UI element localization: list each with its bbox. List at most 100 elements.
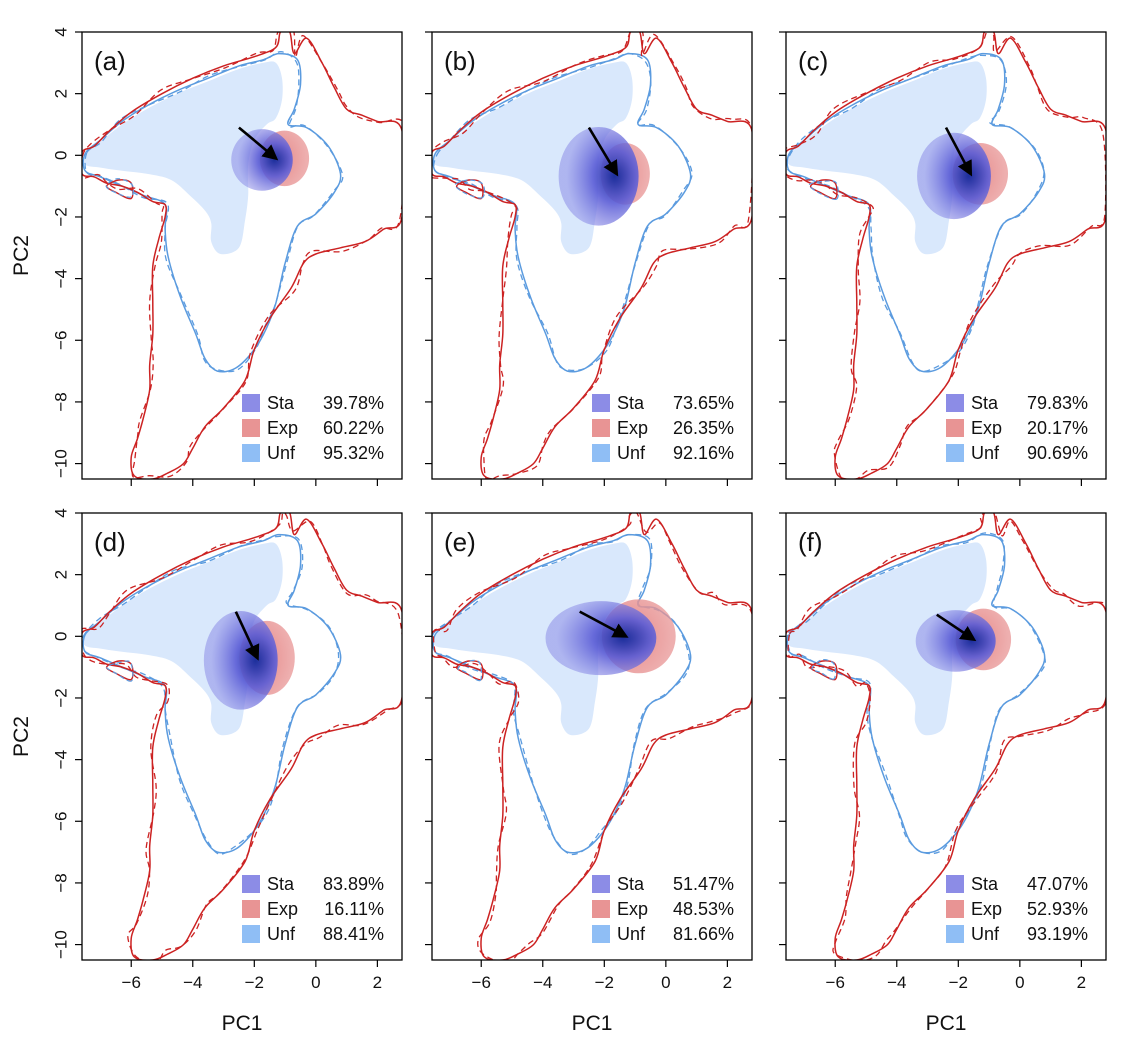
legend: Sta 79.83% Exp 20.17% Unf 90.69%	[946, 393, 1088, 463]
x-tick-label: −4	[533, 973, 552, 992]
panel-label: (e)	[444, 527, 476, 557]
legend-swatch-unf	[242, 925, 260, 943]
panel-frame	[431, 31, 753, 480]
unf-density-fill	[787, 542, 987, 736]
legend-value: 83.89%	[323, 874, 384, 894]
unf-contour-dashed	[433, 52, 693, 372]
outer-contour-dashed	[786, 32, 1106, 479]
x-axis-title: PC1	[572, 1012, 613, 1035]
legend-swatch-sta	[242, 394, 260, 412]
legend-value: 81.66%	[673, 924, 734, 944]
legend-value: 73.65%	[673, 393, 734, 413]
legend-swatch-sta	[242, 875, 260, 893]
legend-value: 39.78%	[323, 393, 384, 413]
y-tick-label: 4	[51, 27, 70, 36]
legend-swatch-exp	[946, 900, 964, 918]
panel-label: (c)	[798, 46, 828, 76]
legend-name: Sta	[267, 874, 295, 894]
legend-name: Sta	[617, 874, 645, 894]
y-tick-label: −4	[51, 750, 70, 769]
legend-name: Unf	[617, 924, 646, 944]
panel-e: −6 −4 −2 0 2 PC1 (e) Sta 51.47% Exp 48.53% Unf 81.66…	[425, 512, 753, 1035]
x-tick-label: 2	[373, 973, 382, 992]
legend-value: 92.16%	[673, 443, 734, 463]
legend-value: 51.47%	[673, 874, 734, 894]
unf-density-fill	[433, 542, 633, 736]
left-loop-contour	[809, 179, 838, 200]
x-tick-label: −6	[472, 973, 491, 992]
shift-arrow	[944, 126, 973, 177]
legend-swatch-unf	[592, 925, 610, 943]
legend-name: Unf	[267, 924, 296, 944]
legend-swatch-exp	[242, 900, 260, 918]
legend-swatch-exp	[946, 419, 964, 437]
y-tick-label: 2	[51, 89, 70, 98]
x-axis-title: PC1	[222, 1012, 263, 1035]
left-loop-contour-dashed	[106, 660, 134, 682]
legend-swatch-unf	[946, 444, 964, 462]
legend-name: Exp	[971, 899, 1002, 919]
sta-density-blob	[545, 601, 657, 676]
y-tick-label: −10	[51, 930, 70, 959]
legend-swatch-exp	[592, 419, 610, 437]
panel-label: (f)	[798, 527, 823, 557]
legend-value: 48.53%	[673, 899, 734, 919]
legend-swatch-sta	[946, 394, 964, 412]
y-tick-label: −10	[51, 449, 70, 478]
shift-arrow	[234, 611, 260, 661]
panel-frame	[81, 31, 403, 480]
x-tick-label: −4	[183, 973, 202, 992]
legend-value: 52.93%	[1027, 899, 1088, 919]
x-tick-label: 2	[1077, 973, 1086, 992]
legend-value: 60.22%	[323, 418, 384, 438]
panel-c: (c) Sta 79.83% Exp 20.17% Unf 90.69%	[779, 31, 1107, 486]
x-tick-label: 0	[661, 973, 670, 992]
legend-value: 88.41%	[323, 924, 384, 944]
legend-name: Exp	[267, 418, 298, 438]
left-loop-contour-dashed	[808, 180, 839, 201]
x-tick-label: −2	[595, 973, 614, 992]
legend-swatch-unf	[946, 925, 964, 943]
x-tick-label: −4	[887, 973, 906, 992]
legend-name: Sta	[971, 393, 999, 413]
legend-swatch-sta	[592, 394, 610, 412]
legend-swatch-sta	[946, 875, 964, 893]
y-tick-label: −6	[51, 812, 70, 831]
y-tick-label: 4	[51, 508, 70, 517]
y-tick-label: −2	[51, 207, 70, 226]
y-tick-label: −6	[51, 331, 70, 350]
panel-label: (b)	[444, 46, 476, 76]
legend-value: 79.83%	[1027, 393, 1088, 413]
panel-d: 4 2 0 −2 −4 −6 −8 −10 −6 −4 −2 0 2 PC1 PC2 (d) Sta 83.89%…	[10, 508, 403, 1035]
sta-density-blob	[558, 126, 639, 226]
legend-value: 26.35%	[673, 418, 734, 438]
legend-value: 90.69%	[1027, 443, 1088, 463]
left-loop-contour-dashed	[457, 659, 483, 682]
legend-name: Sta	[617, 393, 645, 413]
legend-swatch-unf	[242, 444, 260, 462]
y-tick-label: −8	[51, 873, 70, 892]
panel-label: (a)	[94, 46, 126, 76]
shift-arrow	[587, 126, 619, 177]
plot-area	[432, 513, 752, 960]
legend-swatch-unf	[592, 444, 610, 462]
y-axis-title: PC2	[10, 235, 33, 276]
unf-density-fill	[83, 61, 283, 255]
legend-name: Sta	[971, 874, 999, 894]
outer-contour-dashed	[432, 513, 752, 960]
y-tick-label: 0	[51, 151, 70, 160]
legend-value: 93.19%	[1027, 924, 1088, 944]
plot-area	[82, 513, 402, 960]
legend-name: Unf	[617, 443, 646, 463]
legend-value: 16.11%	[324, 899, 384, 919]
panel-label: (d)	[94, 527, 126, 557]
x-tick-label: −6	[122, 973, 141, 992]
left-loop-contour-dashed	[105, 178, 135, 198]
sta-density-blob	[917, 132, 991, 220]
shift-arrow	[238, 126, 279, 161]
unf-contour-dashed	[432, 533, 691, 856]
outer-contour-dashed	[432, 32, 752, 479]
panel-frame	[785, 31, 1107, 480]
legend-swatch-exp	[242, 419, 260, 437]
